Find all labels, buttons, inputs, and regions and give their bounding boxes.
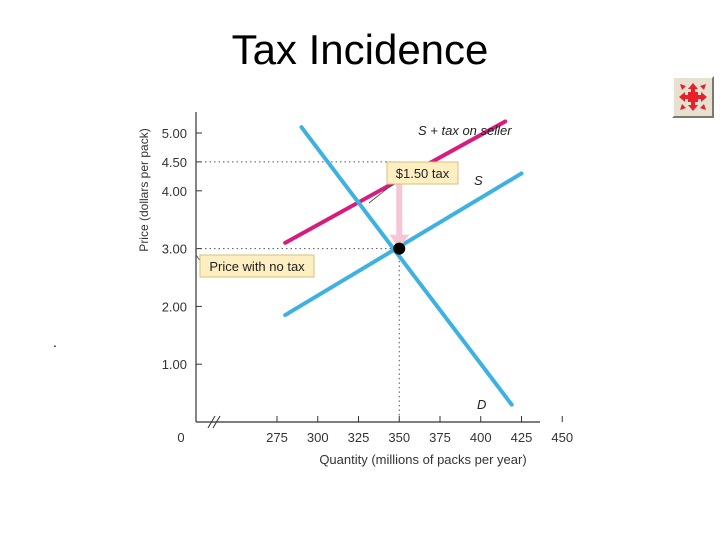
x-axis-label: Quantity (millions of packs per year) bbox=[319, 452, 526, 467]
stray-mark: . bbox=[53, 334, 57, 350]
tax-amount-label: $1.50 tax bbox=[396, 166, 450, 181]
y-tick-label: 3.00 bbox=[162, 242, 187, 257]
y-tick-label: 4.50 bbox=[162, 155, 187, 170]
axis-break-mark bbox=[207, 415, 216, 429]
series-line-d bbox=[299, 125, 514, 407]
slide-title: Tax Incidence bbox=[231, 26, 489, 73]
y-tick-label: 4.00 bbox=[162, 184, 187, 199]
y-tick-label: 5.00 bbox=[162, 126, 187, 141]
x-tick-label: 275 bbox=[266, 430, 288, 445]
move-button[interactable] bbox=[672, 76, 714, 118]
series-label-s-plus-tax: S + tax on seller bbox=[418, 123, 512, 138]
y-axis-label: Price (dollars per pack) bbox=[137, 128, 151, 251]
annotation-box bbox=[199, 254, 315, 278]
tax-arrow-shaft bbox=[396, 173, 403, 237]
equilibrium-point bbox=[393, 242, 406, 255]
x-tick-label: 425 bbox=[511, 430, 533, 445]
series-label-d: D bbox=[477, 397, 486, 412]
x-tick-label: 350 bbox=[388, 430, 410, 445]
price-with-no-tax-label: Price with no tax bbox=[209, 259, 305, 274]
move-arrows-icon bbox=[679, 83, 707, 111]
annotation-leader bbox=[368, 183, 394, 204]
x-tick-label: 325 bbox=[348, 430, 370, 445]
x-tick-label: 400 bbox=[470, 430, 492, 445]
x-tick-label: 0 bbox=[177, 430, 184, 445]
annotation-box bbox=[386, 161, 459, 185]
y-tick-label: 1.00 bbox=[162, 357, 187, 372]
y-tick-label: 2.00 bbox=[162, 299, 187, 314]
tax-arrow-head-down bbox=[389, 234, 410, 249]
x-tick-label: 450 bbox=[551, 430, 573, 445]
series-label-s: S bbox=[474, 173, 483, 188]
x-tick-label: 300 bbox=[307, 430, 329, 445]
x-tick-label: 375 bbox=[429, 430, 451, 445]
axis-break-mark bbox=[212, 415, 221, 429]
